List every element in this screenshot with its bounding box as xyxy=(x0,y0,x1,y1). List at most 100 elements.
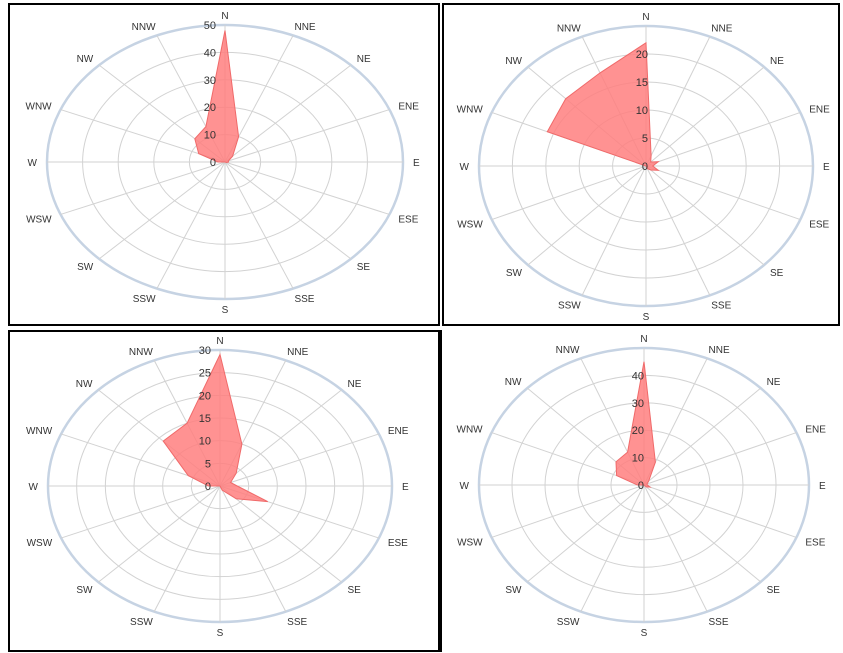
direction-label-e: E xyxy=(819,481,826,492)
radial-tick-label: 30 xyxy=(632,398,644,410)
direction-label-nne: NNE xyxy=(711,23,732,34)
radial-tick-label: 0 xyxy=(210,157,216,169)
direction-label-nw: NW xyxy=(76,379,93,390)
direction-label-nne: NNE xyxy=(287,347,308,358)
wind-rose-chart-2: 0 5 10 15 20 N NNE NE ENE E ESE SE SSE S SSW SW WSW W WNW N… xyxy=(457,12,830,323)
direction-label-sse: SSE xyxy=(711,301,731,312)
radial-tick-label: 30 xyxy=(204,75,216,87)
spoke-line xyxy=(645,165,765,266)
direction-label-e: E xyxy=(402,482,409,493)
spoke-line xyxy=(580,484,645,612)
wind-rose-panel-1: 0 10 20 30 40 50 N NNE NE ENE E ESE SE SSE S SSW SW WSW W W… xyxy=(8,3,440,326)
direction-label-nnw: NNW xyxy=(557,23,581,34)
direction-label-nnw: NNW xyxy=(129,347,153,358)
spoke-line xyxy=(491,484,645,538)
direction-label-sse: SSE xyxy=(294,294,314,305)
direction-label-wnw: WNW xyxy=(26,426,53,437)
spoke-line xyxy=(645,111,801,167)
direction-label-ene: ENE xyxy=(805,425,826,436)
direction-label-wnw: WNW xyxy=(26,102,53,113)
spoke-line xyxy=(60,485,221,539)
wind-rose-chart-4: 0 10 20 30 40 N NNE NE ENE E ESE SE SSE S SSW SW WSW W WNW… xyxy=(457,334,827,639)
spoke-line xyxy=(643,387,761,486)
direction-label-s: S xyxy=(222,305,229,316)
direction-label-ssw: SSW xyxy=(130,617,153,628)
wind-rose-panel-4: 0 10 20 30 40 N NNE NE ENE E ESE SE SSE S SSW SW WSW W WNW… xyxy=(440,330,842,652)
direction-label-ne: NE xyxy=(770,56,784,67)
direction-label-ene: ENE xyxy=(809,105,830,116)
spoke-line xyxy=(98,485,221,583)
direction-label-ssw: SSW xyxy=(133,294,156,305)
radial-tick-label: 15 xyxy=(636,77,648,89)
spoke-line xyxy=(643,484,761,583)
direction-label-nnw: NNW xyxy=(132,22,156,33)
spoke-line xyxy=(643,432,797,486)
wind-frequency-area xyxy=(546,41,660,171)
wind-frequency-area xyxy=(194,30,240,164)
direction-label-se: SE xyxy=(357,262,371,273)
direction-label-w: W xyxy=(29,482,39,493)
spoke-line xyxy=(60,109,226,163)
direction-label-ne: NE xyxy=(348,379,362,390)
spoke-line xyxy=(527,484,645,583)
radial-tick-label: 20 xyxy=(636,49,648,61)
radial-tick-label: 10 xyxy=(199,436,211,448)
spoke-line xyxy=(153,485,221,612)
direction-label-s: S xyxy=(641,628,648,639)
direction-label-wnw: WNW xyxy=(457,105,484,116)
spoke-line xyxy=(224,64,352,163)
direction-label-ssw: SSW xyxy=(557,617,580,628)
spoke-line xyxy=(224,161,294,289)
direction-label-s: S xyxy=(217,628,224,639)
wind-frequency-area xyxy=(162,353,268,503)
spoke-line xyxy=(491,165,647,221)
direction-label-e: E xyxy=(413,158,420,169)
spoke-line xyxy=(643,484,797,538)
radial-tick-label: 20 xyxy=(632,425,644,437)
direction-label-nw: NW xyxy=(77,54,94,65)
direction-label-se: SE xyxy=(770,268,784,279)
spoke-line xyxy=(581,165,647,296)
spoke-line xyxy=(60,161,226,215)
direction-label-wnw: WNW xyxy=(457,425,484,436)
direction-label-se: SE xyxy=(348,585,362,596)
direction-label-nne: NNE xyxy=(709,345,730,356)
radial-tick-label: 0 xyxy=(638,480,644,492)
direction-label-s: S xyxy=(643,312,650,323)
radial-tick-label: 25 xyxy=(199,368,211,380)
direction-label-ese: ESE xyxy=(805,537,825,548)
direction-label-sse: SSE xyxy=(709,617,729,628)
direction-label-nne: NNE xyxy=(294,22,315,33)
wind-rose-panel-3: 0 5 10 15 20 25 30 N NNE NE ENE E ESE SE SSE S SSW SW WSW W… xyxy=(8,330,440,652)
radial-tick-label: 15 xyxy=(199,413,211,425)
spoke-line xyxy=(219,433,380,487)
direction-label-nw: NW xyxy=(505,56,522,67)
direction-label-ssw: SSW xyxy=(558,301,581,312)
radial-tick-label: 5 xyxy=(205,458,211,470)
direction-label-sse: SSE xyxy=(287,617,307,628)
radial-tick-label: 10 xyxy=(636,105,648,117)
spoke-line xyxy=(219,485,287,612)
direction-label-sw: SW xyxy=(505,585,522,596)
radial-tick-label: 30 xyxy=(199,345,211,357)
direction-label-n: N xyxy=(216,336,223,347)
direction-label-wsw: WSW xyxy=(27,538,53,549)
direction-label-w: W xyxy=(460,162,470,173)
direction-label-n: N xyxy=(221,11,228,22)
direction-label-ese: ESE xyxy=(809,219,829,230)
direction-label-sw: SW xyxy=(506,268,523,279)
direction-label-n: N xyxy=(642,12,649,23)
spoke-line xyxy=(643,484,708,612)
radial-tick-label: 40 xyxy=(204,47,216,59)
spoke-line xyxy=(98,161,226,260)
direction-label-ene: ENE xyxy=(388,426,409,437)
radial-tick-label: 10 xyxy=(204,130,216,142)
direction-label-ene: ENE xyxy=(398,102,419,113)
wind-rose-panel-2: 0 5 10 15 20 N NNE NE ENE E ESE SE SSE S SSW SW WSW W WNW N… xyxy=(442,3,840,326)
direction-label-sw: SW xyxy=(76,585,93,596)
spoke-line xyxy=(224,161,390,215)
radial-tick-label: 5 xyxy=(642,133,648,145)
direction-label-wsw: WSW xyxy=(457,537,483,548)
direction-label-wsw: WSW xyxy=(26,214,52,225)
spoke-line xyxy=(645,165,801,221)
